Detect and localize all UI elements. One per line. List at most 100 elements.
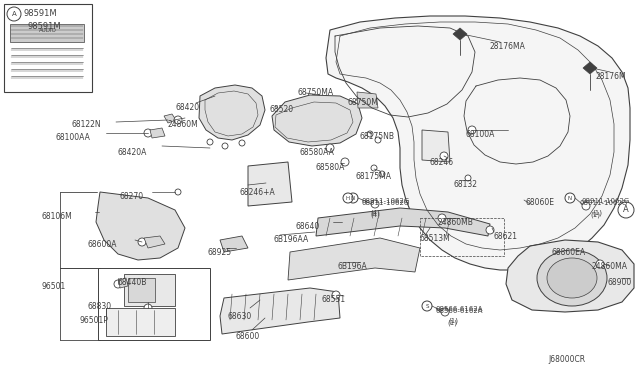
Text: 28176M: 28176M — [596, 72, 627, 81]
Text: 68750MA: 68750MA — [298, 88, 334, 97]
Text: N: N — [351, 196, 355, 201]
Text: 68106M: 68106M — [42, 212, 73, 221]
Circle shape — [144, 304, 152, 312]
Polygon shape — [124, 274, 175, 306]
Ellipse shape — [537, 250, 607, 306]
Text: 68621: 68621 — [494, 232, 518, 241]
Text: N: N — [568, 196, 572, 201]
Text: A: A — [12, 11, 17, 17]
Text: (4): (4) — [370, 212, 380, 218]
Text: 08911-1062G: 08911-1062G — [362, 200, 410, 206]
Polygon shape — [422, 130, 450, 162]
Text: 24860M: 24860M — [168, 120, 199, 129]
Bar — [10, 24, 84, 42]
Circle shape — [371, 165, 377, 171]
Text: 68925: 68925 — [208, 248, 232, 257]
Circle shape — [222, 143, 228, 149]
Text: 68440B: 68440B — [118, 278, 147, 287]
Text: 68860EA: 68860EA — [552, 248, 586, 257]
Circle shape — [468, 126, 476, 134]
Circle shape — [596, 260, 604, 268]
Text: S: S — [425, 304, 429, 308]
Text: 08566-6162A: 08566-6162A — [436, 306, 483, 312]
Circle shape — [239, 140, 245, 146]
Circle shape — [371, 200, 379, 208]
Polygon shape — [144, 236, 165, 248]
Text: 28176MA: 28176MA — [490, 42, 526, 51]
Polygon shape — [272, 95, 362, 146]
Bar — [98, 268, 210, 340]
Text: J68000CR: J68000CR — [548, 355, 585, 364]
Circle shape — [341, 158, 349, 166]
Text: 68270: 68270 — [120, 192, 144, 201]
Text: 68830: 68830 — [88, 302, 112, 311]
Text: 68750M: 68750M — [348, 98, 379, 107]
Text: 68122N: 68122N — [72, 120, 102, 129]
Polygon shape — [150, 128, 165, 138]
Text: 96501: 96501 — [42, 282, 67, 291]
Circle shape — [379, 171, 385, 177]
Polygon shape — [326, 16, 630, 270]
Polygon shape — [128, 278, 155, 302]
Text: 98591M: 98591M — [24, 9, 58, 18]
Circle shape — [465, 175, 471, 181]
Text: 6B196A: 6B196A — [338, 262, 368, 271]
Text: 98591M: 98591M — [28, 22, 61, 31]
Text: 68513M: 68513M — [420, 234, 451, 243]
Bar — [420, 218, 504, 256]
Text: 08911-1062G: 08911-1062G — [362, 198, 410, 204]
Circle shape — [207, 139, 213, 145]
Ellipse shape — [547, 258, 597, 298]
Polygon shape — [220, 288, 340, 334]
Circle shape — [565, 193, 575, 203]
Text: 6B196AA: 6B196AA — [274, 235, 309, 244]
Polygon shape — [506, 240, 634, 312]
Text: (1): (1) — [592, 210, 602, 217]
Circle shape — [175, 189, 181, 195]
Text: 68551: 68551 — [322, 295, 346, 304]
Circle shape — [332, 291, 340, 299]
Circle shape — [422, 301, 432, 311]
Text: 68600A: 68600A — [88, 240, 118, 249]
Text: 08911-1062G: 08911-1062G — [580, 200, 628, 206]
Circle shape — [7, 7, 21, 21]
Text: 68246: 68246 — [430, 158, 454, 167]
Text: H: H — [346, 196, 350, 201]
Polygon shape — [357, 92, 378, 108]
Circle shape — [375, 137, 381, 143]
Text: A: A — [623, 205, 629, 215]
Polygon shape — [248, 162, 292, 206]
Text: 08911-1062G: 08911-1062G — [582, 198, 630, 204]
Polygon shape — [164, 114, 176, 123]
Text: 68520: 68520 — [270, 105, 294, 114]
Text: 68900: 68900 — [608, 278, 632, 287]
Text: 68600: 68600 — [235, 332, 259, 341]
Circle shape — [144, 129, 152, 137]
Circle shape — [343, 193, 353, 203]
Circle shape — [486, 226, 494, 234]
Text: 68640: 68640 — [295, 222, 319, 231]
Text: 08566-6162A: 08566-6162A — [435, 308, 483, 314]
Text: (1): (1) — [590, 212, 600, 218]
Text: AUDIO: AUDIO — [39, 28, 57, 32]
Circle shape — [438, 214, 446, 222]
Text: 68420A: 68420A — [118, 148, 147, 157]
Polygon shape — [453, 28, 467, 40]
Text: 68100A: 68100A — [465, 130, 494, 139]
Text: 96501P: 96501P — [80, 316, 109, 325]
Text: 24860MA: 24860MA — [592, 262, 628, 271]
Text: 68175MA: 68175MA — [355, 172, 391, 181]
Text: 68060E: 68060E — [526, 198, 555, 207]
Text: 68420: 68420 — [176, 103, 200, 112]
Text: 68132: 68132 — [454, 180, 478, 189]
Polygon shape — [220, 236, 248, 252]
Circle shape — [441, 308, 449, 316]
Text: 24860MB: 24860MB — [438, 218, 474, 227]
Polygon shape — [106, 308, 175, 336]
Circle shape — [114, 280, 122, 288]
Text: (4): (4) — [370, 210, 380, 217]
Circle shape — [348, 193, 358, 203]
Circle shape — [326, 144, 334, 152]
Text: (1): (1) — [447, 320, 457, 327]
Polygon shape — [199, 85, 265, 140]
